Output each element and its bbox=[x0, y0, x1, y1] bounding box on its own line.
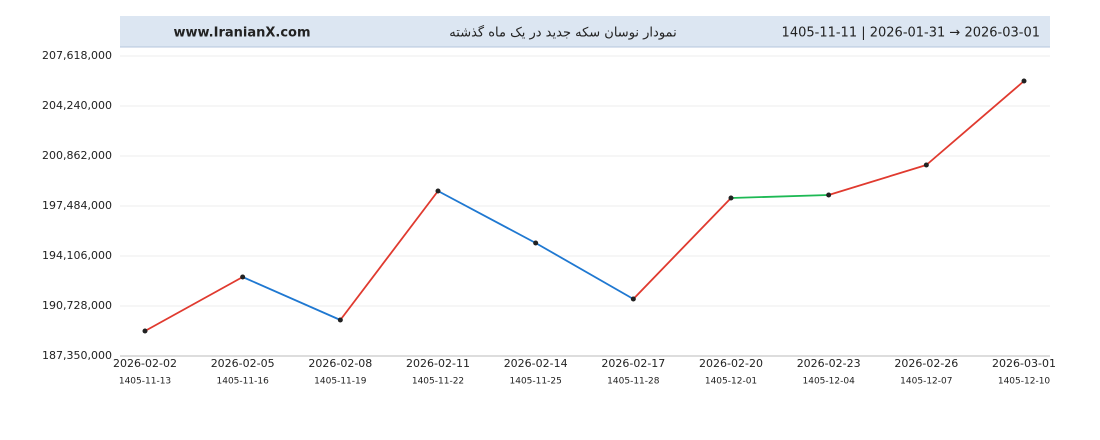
x-tick-label-secondary: 1405-11-19 bbox=[314, 377, 367, 387]
header-bar bbox=[120, 16, 1050, 47]
x-tick-label: 2026-02-11 bbox=[406, 357, 470, 370]
x-tick-label: 2026-02-20 bbox=[699, 357, 763, 370]
point bbox=[142, 328, 148, 334]
chart-title: نمودار نوسان سکه جدید در یک ماه گذشته bbox=[449, 25, 676, 41]
x-tick-label: 2026-02-23 bbox=[797, 357, 861, 370]
point bbox=[630, 296, 636, 302]
x-tick-label-secondary: 1405-12-10 bbox=[998, 377, 1051, 387]
x-tick-label-secondary: 1405-11-16 bbox=[217, 377, 270, 387]
x-tick-label: 2026-02-26 bbox=[894, 357, 958, 370]
line-segment bbox=[730, 194, 829, 199]
y-tick-label: 200,862,000 bbox=[42, 149, 112, 162]
y-tick-label: 197,484,000 bbox=[42, 199, 112, 212]
point bbox=[337, 317, 343, 323]
line-segment bbox=[339, 190, 439, 321]
x-tick-label: 2026-02-08 bbox=[308, 357, 372, 370]
x-tick-label-secondary: 1405-11-13 bbox=[119, 377, 171, 387]
line-segment bbox=[828, 164, 927, 196]
x-tick-label: 2026-02-05 bbox=[211, 357, 275, 370]
date-range: 1405-11-11 | 2026-01-31 → 2026-03-01 bbox=[782, 26, 1040, 41]
line-segment bbox=[632, 197, 732, 300]
x-tick-label: 2026-02-17 bbox=[601, 357, 665, 370]
line-segment bbox=[437, 190, 537, 244]
x-tick-label-secondary: 1405-12-07 bbox=[900, 377, 952, 387]
line-segment bbox=[242, 276, 341, 321]
point bbox=[826, 192, 832, 198]
y-tick-label: 190,728,000 bbox=[42, 299, 112, 312]
x-tick-label-secondary: 1405-11-25 bbox=[510, 377, 562, 387]
line-segment bbox=[144, 276, 244, 332]
y-tick-label: 204,240,000 bbox=[42, 99, 112, 112]
line-segment bbox=[925, 80, 1025, 166]
y-tick-label: 194,106,000 bbox=[42, 249, 112, 262]
site-name: www.IranianX.com bbox=[173, 26, 310, 41]
point bbox=[533, 240, 539, 246]
x-tick-label-secondary: 1405-11-28 bbox=[607, 377, 660, 387]
point bbox=[240, 274, 246, 280]
x-tick-label-secondary: 1405-11-22 bbox=[412, 377, 464, 387]
x-tick-label: 2026-02-02 bbox=[113, 357, 177, 370]
point bbox=[923, 162, 929, 168]
point bbox=[1021, 78, 1027, 84]
x-tick-label: 2026-03-01 bbox=[992, 357, 1056, 370]
x-tick-label-secondary: 1405-12-04 bbox=[803, 377, 856, 387]
x-tick-label: 2026-02-14 bbox=[504, 357, 568, 370]
line-segment bbox=[535, 242, 634, 300]
point bbox=[435, 188, 441, 194]
y-tick-label: 187,350,000 bbox=[42, 349, 112, 362]
point bbox=[728, 195, 734, 201]
y-tick-label: 207,618,000 bbox=[42, 49, 112, 62]
x-tick-label-secondary: 1405-12-01 bbox=[705, 377, 757, 387]
